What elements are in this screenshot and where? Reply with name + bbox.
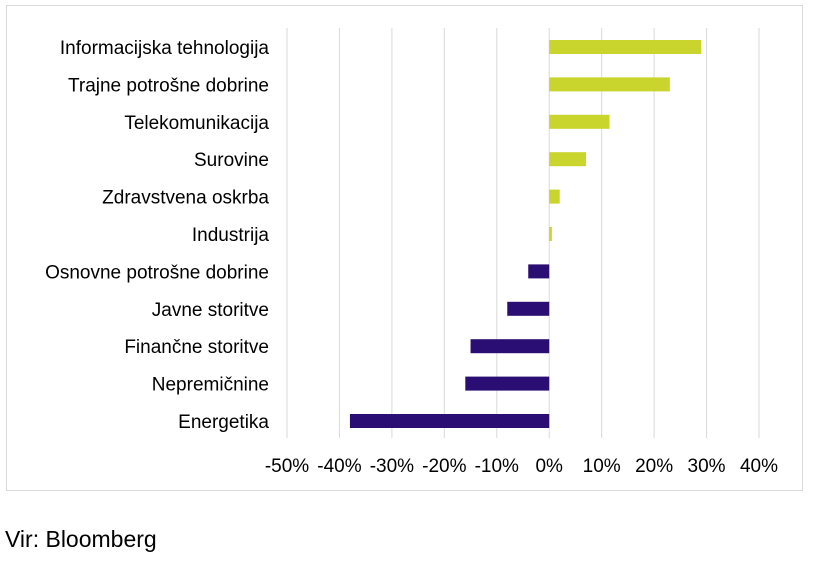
x-tick-label: -10% [475,456,519,477]
category-label: Telekomunikacija [124,113,269,134]
x-tick-label: 30% [688,456,726,477]
bar-10 [349,414,550,428]
bar-2 [549,114,610,129]
bar-5 [549,227,552,241]
bar-3 [549,152,586,167]
x-tick-label: 0% [535,456,563,477]
category-label: Osnovne potrošne dobrine [45,262,269,283]
x-tick-label: -20% [422,456,466,477]
category-label: Surovine [194,150,269,171]
x-tick-label: -50% [265,456,309,477]
category-label: Informacijska tehnologija [60,38,270,59]
x-tick-label: 10% [583,456,621,477]
category-label: Finančne storitve [124,337,269,358]
source-note: Vir: Bloomberg [5,526,157,552]
chart-frame [6,5,803,491]
category-label: Industrija [192,225,270,246]
bar-4 [549,189,560,204]
x-tick-label: -40% [317,456,361,477]
bar-7 [507,301,550,316]
x-tick-label: -30% [370,456,414,477]
bar-chart: -50% -40% -30% -20% -10% 0% 10% 20% 30% 40% Inform… [45,28,778,477]
category-label: Trajne potrošne dobrine [68,75,269,96]
category-label: Javne storitve [152,300,269,321]
x-tick-label: 40% [740,456,778,477]
bar-9 [465,376,550,391]
bar-6 [528,264,550,279]
bar-1 [549,77,670,92]
bar-0 [549,40,702,54]
x-tick-label: 20% [635,456,673,477]
category-label: Zdravstvena oskrba [102,188,269,209]
bar-8 [470,339,550,354]
category-label: Nepremičnine [152,375,269,396]
category-label: Energetika [178,412,269,433]
